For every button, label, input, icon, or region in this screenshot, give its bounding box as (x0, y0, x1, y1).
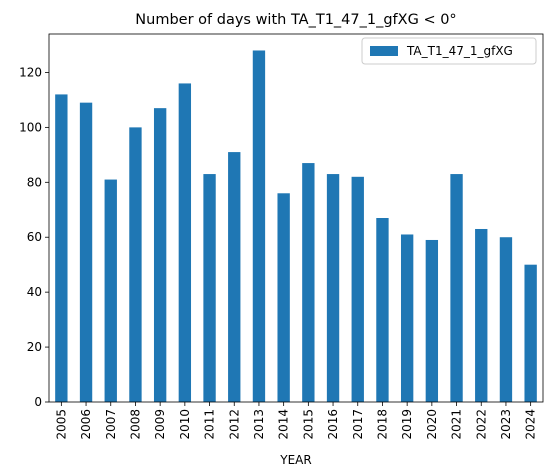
bar-2024 (524, 264, 537, 402)
bar-2015 (302, 163, 315, 402)
x-tick-label: 2012 (227, 409, 241, 440)
y-tick-label: 120 (19, 65, 42, 79)
x-tick-label: 2008 (128, 409, 142, 440)
x-tick-label: 2017 (351, 409, 365, 440)
bar-2019 (400, 234, 414, 402)
x-tick-label: 2013 (252, 409, 266, 440)
y-tick-label: 0 (34, 395, 42, 409)
bar-2023 (499, 237, 513, 402)
legend-swatch (370, 46, 398, 56)
x-axis: 2005 2006 2007 2008 2009 2010 2011 2012 2013 2014… (54, 402, 538, 440)
plot-frame (48, 33, 544, 403)
x-tick-label: 2020 (425, 409, 439, 440)
y-axis: 0 20 40 60 80 100 120 (19, 65, 49, 409)
bar-2013 (252, 50, 266, 403)
bars-group (55, 50, 537, 403)
x-axis-label: YEAR (279, 453, 311, 467)
x-tick-label: 2016 (326, 409, 340, 440)
y-tick-label: 100 (19, 120, 42, 134)
x-tick-label: 2007 (104, 409, 118, 440)
bar-2008 (129, 127, 142, 402)
bar-2021 (450, 174, 463, 402)
x-tick-label: 2018 (375, 409, 389, 440)
bar-2009 (153, 108, 167, 402)
legend: TA_T1_47_1_gfXG (361, 37, 537, 65)
bar-2020 (425, 239, 439, 402)
bar-2006 (79, 102, 93, 403)
x-tick-label: 2024 (524, 409, 538, 440)
x-tick-label: 2015 (301, 409, 315, 440)
y-tick-label: 60 (27, 230, 42, 244)
x-tick-label: 2010 (178, 409, 192, 440)
bar-2007 (104, 179, 117, 402)
bar-2012 (228, 152, 241, 402)
x-tick-label: 2006 (79, 409, 93, 440)
bar-2017 (351, 176, 364, 402)
bar-2005 (55, 94, 68, 402)
bar-2016 (326, 174, 340, 402)
y-tick-label: 20 (27, 340, 42, 354)
chart-title: Number of days with TA_T1_47_1_gfXG < 0° (135, 12, 456, 28)
x-tick-label: 2009 (153, 409, 167, 440)
y-tick-label: 40 (27, 285, 42, 299)
x-tick-label: 2011 (203, 409, 217, 440)
x-tick-label: 2019 (400, 409, 414, 440)
bar-2018 (376, 218, 389, 402)
x-tick-label: 2014 (277, 409, 291, 440)
bar-2022 (475, 228, 488, 402)
bar-2014 (277, 193, 290, 402)
x-tick-label: 2023 (499, 409, 513, 440)
x-tick-label: 2022 (474, 409, 488, 440)
bar-2011 (203, 174, 216, 402)
y-tick-label: 80 (27, 175, 42, 189)
legend-label: TA_T1_47_1_gfXG (406, 44, 513, 58)
legend-box (361, 37, 537, 65)
x-tick-label: 2021 (450, 409, 464, 440)
bar-2010 (178, 83, 192, 403)
x-tick-label: 2005 (54, 409, 68, 440)
